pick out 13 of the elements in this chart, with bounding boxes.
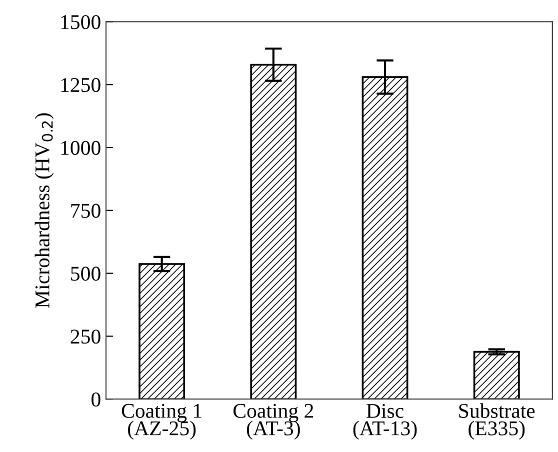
- y-tick-label: 250: [70, 330, 100, 344]
- y-axis-title: Microhardness (HV$_{0.2}$): [34, 113, 54, 308]
- x-tick-label: Coating 1 (AZ-25): [122, 404, 202, 440]
- y-tick-label: 1500: [61, 15, 100, 30]
- y-tick-label: 750: [71, 204, 100, 218]
- x-tick-label: Substrate (E335): [459, 403, 535, 440]
- x-tick-label: Disc (AT-13): [353, 404, 417, 440]
- y-tick-label: 1250: [61, 78, 100, 92]
- y-tick-label: 1000: [61, 140, 100, 155]
- x-tick-label: Coating 2 (AT-3): [233, 404, 314, 440]
- y-tick-label: 0: [92, 392, 100, 407]
- y-tick-label: 500: [71, 266, 100, 281]
- bar: [473, 350, 520, 400]
